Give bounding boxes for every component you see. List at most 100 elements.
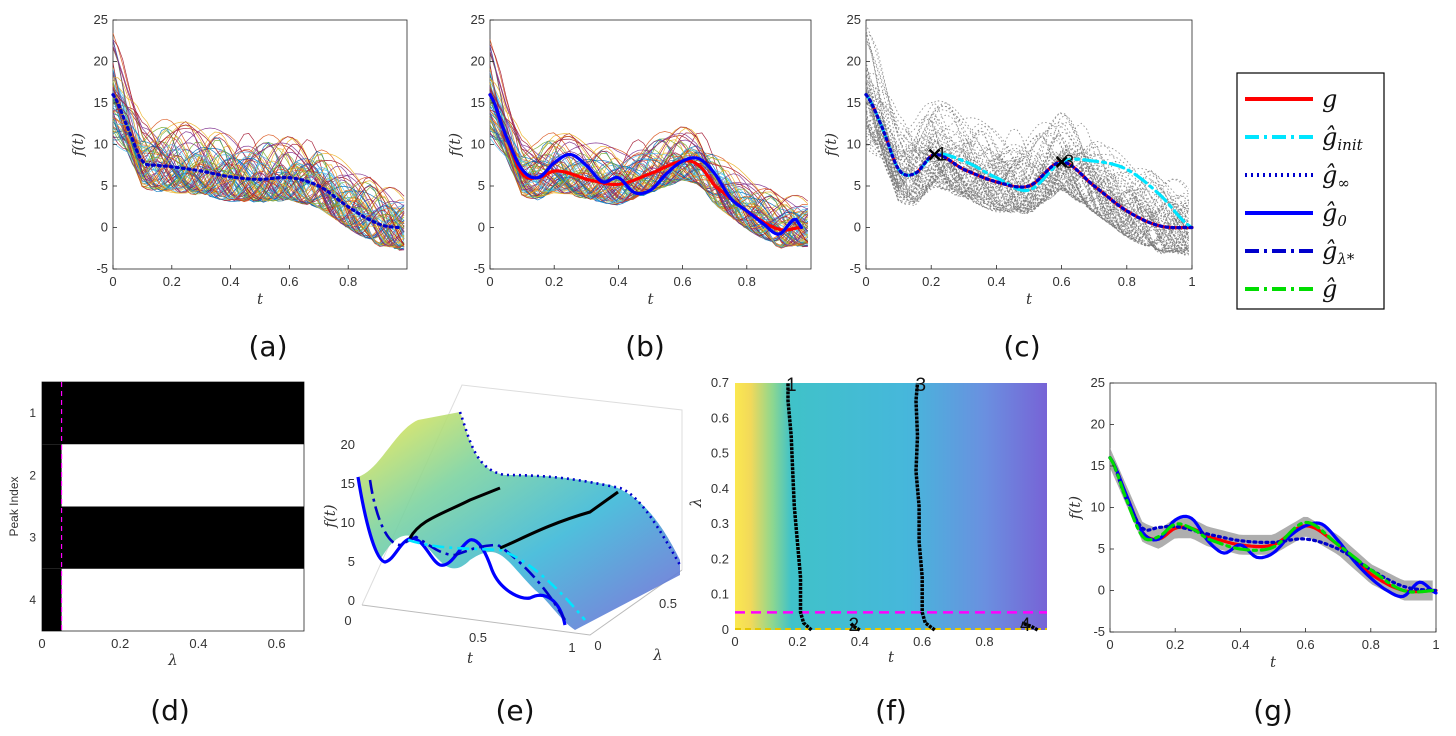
y-tick-label: 0.5 xyxy=(711,446,729,461)
x-axis-label: λ xyxy=(167,651,178,669)
x-tick-label: 0.6 xyxy=(674,274,692,289)
series-line xyxy=(111,93,400,230)
plot-area xyxy=(1109,382,1437,633)
y-tick-label: 10 xyxy=(471,137,485,152)
sample-curve xyxy=(489,85,808,247)
sample-curve xyxy=(865,39,1190,244)
y-tick-label: 0 xyxy=(478,220,485,235)
z-tick-label: 20 xyxy=(341,437,355,452)
y-tick-label: 10 xyxy=(1091,500,1105,515)
sample-curve xyxy=(865,102,1189,253)
y-axis-label: f(t) xyxy=(1066,496,1084,520)
sample-curve xyxy=(112,107,405,250)
sample-curve xyxy=(865,130,1189,229)
y-axis-label: Peak Index xyxy=(7,476,21,536)
sample-curve xyxy=(865,31,1189,256)
x-tick-label: 0 xyxy=(344,613,351,628)
sample-curve xyxy=(489,93,809,236)
surface-curve-glam xyxy=(368,479,567,621)
y-tick-label: 0 xyxy=(722,622,729,637)
y-tick-label: 0.4 xyxy=(711,481,729,496)
surface xyxy=(358,412,680,630)
box-edge xyxy=(361,569,683,636)
y-tick-label: 0.6 xyxy=(711,410,729,425)
sample-curve xyxy=(865,79,1190,254)
peak-label: 3 xyxy=(1064,152,1075,173)
heatmap xyxy=(735,383,1047,630)
y-tick-label: 10 xyxy=(94,137,108,152)
y-tick-label: 0 xyxy=(854,220,861,235)
y-tick-label: -5 xyxy=(849,261,861,276)
legend-subscript: init xyxy=(1337,136,1363,154)
caption-g: (g) xyxy=(1253,694,1293,727)
x-tick-label: 1 xyxy=(1432,637,1439,652)
y-tick-label: 5 xyxy=(854,178,861,193)
peak-row-bar xyxy=(42,382,304,445)
x-tick-label: 0.4 xyxy=(851,634,869,649)
x-tick-label: 1 xyxy=(568,640,575,655)
x-tick-label: 0.6 xyxy=(1297,637,1315,652)
sample-curve xyxy=(865,88,1190,253)
x-tick-label: 0.8 xyxy=(1118,274,1136,289)
y-tick-label: 4 xyxy=(29,593,36,607)
x-tick-label: 0 xyxy=(731,634,738,649)
x-tick-label: 0.8 xyxy=(738,274,756,289)
x-tick-label: 0.4 xyxy=(1231,637,1249,652)
x-axis-label: t xyxy=(647,290,654,308)
y-tick-label: 15 xyxy=(94,95,108,110)
sample-curve xyxy=(865,135,1190,247)
sample-curve xyxy=(112,119,405,245)
sample-curve xyxy=(112,92,405,245)
x-tick-label: 0.2 xyxy=(163,274,181,289)
series-line xyxy=(864,93,1194,230)
sample-curve xyxy=(865,147,1189,241)
series-line xyxy=(1108,456,1438,594)
legend-label: ĝ xyxy=(1322,275,1337,303)
ridge-label: 3 xyxy=(916,375,927,396)
x-tick-label: 0.6 xyxy=(280,274,298,289)
x-tick-label: 0.2 xyxy=(788,634,806,649)
sample-curve xyxy=(865,83,1189,226)
y-tick-label: 15 xyxy=(847,95,861,110)
y-tick-label: 1 xyxy=(29,406,36,420)
x-tick-label: 0.6 xyxy=(913,634,931,649)
y-tick-label: 0 xyxy=(101,220,108,235)
sample-curve xyxy=(865,89,1189,247)
x-tick-label: 0.4 xyxy=(987,274,1005,289)
panel-d-peak-heatmap: 1 2 3 4 0 0.2 0.4 0.6 λ Peak Index xyxy=(7,381,305,669)
y-axis-label: f(t) xyxy=(69,133,87,157)
sample-curve xyxy=(865,37,1190,255)
x-axis-label: t xyxy=(467,649,474,667)
y-tick-label: 0 xyxy=(1098,583,1105,598)
caption-b: (b) xyxy=(625,330,665,363)
series-line xyxy=(488,93,803,236)
surface-ridge xyxy=(499,490,619,550)
x-tick-label: 0.4 xyxy=(609,274,627,289)
x-tick-label: 0.6 xyxy=(268,636,286,651)
sample-curve xyxy=(865,129,1190,242)
legend-label: g xyxy=(1322,85,1337,113)
sample-curve xyxy=(865,86,1189,256)
y-tick-label: -5 xyxy=(96,261,108,276)
sample-curve xyxy=(489,117,809,235)
y-tick-label: 25 xyxy=(1091,375,1105,390)
y-tick-label: 25 xyxy=(471,12,485,27)
x-tick-label: 0 xyxy=(109,274,116,289)
y-tick-label: 10 xyxy=(847,137,861,152)
x-tick-label: 0.2 xyxy=(1166,637,1184,652)
x-tick-label: 0.2 xyxy=(922,274,940,289)
z-axis-label: f(t) xyxy=(321,504,339,528)
y-tick-label: 20 xyxy=(1091,417,1105,432)
x-tick-label: 0 xyxy=(486,274,493,289)
x-tick-label: 0 xyxy=(38,636,45,651)
sample-curve xyxy=(489,105,808,247)
sample-curve xyxy=(865,89,1189,254)
x-tick-label: 0.8 xyxy=(1362,637,1380,652)
y-tick-label: -5 xyxy=(473,261,485,276)
peak-row-bar xyxy=(42,568,62,631)
sample-curve xyxy=(865,120,1189,234)
sample-curve xyxy=(865,72,1190,214)
